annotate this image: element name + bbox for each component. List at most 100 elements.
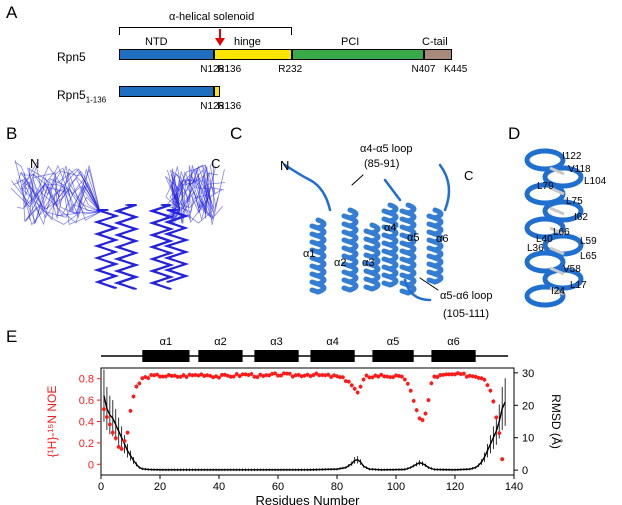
noe-point	[423, 411, 428, 416]
helix-label-5: α5	[387, 336, 399, 348]
noe-point	[261, 374, 266, 378]
noe-point	[231, 374, 236, 379]
noe-point	[432, 374, 437, 379]
helix-bar-3	[254, 350, 299, 362]
noe-point	[131, 394, 136, 399]
noe-point	[441, 373, 446, 377]
noe-point	[476, 376, 481, 380]
residue-label-l40: L40	[536, 234, 553, 245]
panel-c-c-label: C	[464, 168, 474, 183]
panel-b-nmr-ensemble	[10, 159, 226, 290]
noe-point	[273, 371, 277, 376]
noe-point	[287, 371, 292, 376]
noe-point	[435, 375, 440, 379]
domain-label-c-tail: C-tail	[422, 36, 448, 48]
loop-a5-a6-range: (105-111)	[443, 308, 490, 320]
noe-point	[453, 372, 457, 377]
noe-point	[411, 398, 416, 403]
noe-point	[220, 373, 224, 377]
y-left-tick-label: 0	[88, 459, 94, 471]
noe-point	[358, 384, 363, 389]
helix-a2-label: α2	[334, 257, 347, 269]
helix-label-4: α4	[326, 336, 338, 348]
noe-point	[208, 373, 213, 378]
noe-point	[497, 431, 502, 436]
noe-point	[187, 372, 192, 377]
y-right-tick-label: 0	[522, 465, 528, 477]
construct-mark-r136: R136	[217, 101, 242, 112]
noe-point	[429, 381, 434, 386]
noe-point	[284, 371, 289, 376]
x-tick-label: 120	[446, 481, 464, 493]
noe-point	[482, 377, 487, 382]
domain-ntd	[119, 49, 215, 60]
y-right-axis-title: RMSD (Å)	[549, 394, 564, 449]
helix-a6-label: α6	[436, 233, 449, 245]
noe-point	[110, 430, 115, 435]
noe-point	[193, 373, 198, 377]
noe-point	[107, 422, 112, 427]
loop-a4-a5-label: α4-α5 loop	[360, 143, 413, 155]
noe-point	[320, 373, 325, 377]
noe-point	[400, 374, 404, 379]
noe-point	[225, 373, 230, 378]
domain-c-tail	[423, 49, 452, 60]
panel-b-c-label: C	[211, 156, 221, 171]
noe-point	[267, 373, 272, 378]
noe-point	[461, 371, 466, 376]
helix-a3-label: α3	[362, 257, 375, 269]
noe-point	[417, 416, 422, 421]
residue-label-v118: V118	[568, 164, 591, 175]
rpn5-label: Rpn5	[57, 50, 86, 64]
loop-a4-a5-range: (85-91)	[364, 158, 400, 170]
noe-point	[290, 374, 295, 379]
residue-label-l66: L66	[553, 227, 570, 238]
loop-a5-a6-label: α5-α6 loop	[440, 290, 493, 302]
noe-point	[223, 372, 227, 377]
noe-point	[397, 374, 401, 378]
noe-point	[382, 374, 387, 379]
residue-label-l75: L75	[566, 196, 583, 207]
panel-b-n-label: N	[30, 156, 40, 171]
noe-point	[405, 381, 410, 386]
noe-point	[276, 373, 280, 378]
noe-point	[255, 375, 260, 379]
noe-point	[361, 377, 366, 382]
construct-subscript: 1-136	[85, 95, 107, 105]
plot-frame	[100, 367, 515, 476]
noe-point	[152, 373, 157, 378]
noe-point	[329, 375, 333, 379]
noe-point	[190, 373, 195, 378]
noe-point	[217, 375, 221, 380]
noe-point	[494, 415, 499, 420]
panel-b-label: B	[6, 124, 18, 143]
y-left-axis-title: {¹H}-¹⁵N NOE	[45, 386, 59, 458]
noe-point	[408, 388, 413, 393]
noe-point	[116, 445, 121, 449]
noe-point	[169, 374, 174, 378]
noe-point	[199, 372, 204, 377]
noe-point	[211, 375, 216, 380]
domain-label-pci: PCI	[341, 36, 360, 48]
helix-label-1: α1	[160, 336, 172, 348]
noe-point	[296, 373, 301, 377]
residue-label-l79: L79	[537, 181, 554, 192]
noe-point	[264, 373, 269, 378]
noe-point	[379, 372, 384, 377]
noe-point	[456, 371, 460, 376]
mark-r232: R232	[278, 64, 303, 75]
mark-k445: K445	[444, 64, 468, 75]
helix-a5-label: α5	[407, 232, 420, 244]
helix-a1-label: α1	[303, 248, 316, 260]
noe-point	[367, 375, 372, 380]
noe-point	[228, 374, 233, 379]
noe-point	[388, 375, 392, 380]
panel-d-label: D	[508, 124, 521, 143]
noe-point	[447, 372, 451, 377]
noe-point	[488, 388, 493, 393]
x-tick-label: 20	[154, 481, 166, 493]
panel-e-chart: α1 α2 α3 α4 α5 α60 20 40 60 80 100 120 14000.20.40.6…	[45, 336, 564, 505]
domain-pci	[292, 49, 424, 60]
y-left-tick-label: 0.8	[79, 374, 94, 386]
noe-point	[178, 374, 183, 379]
